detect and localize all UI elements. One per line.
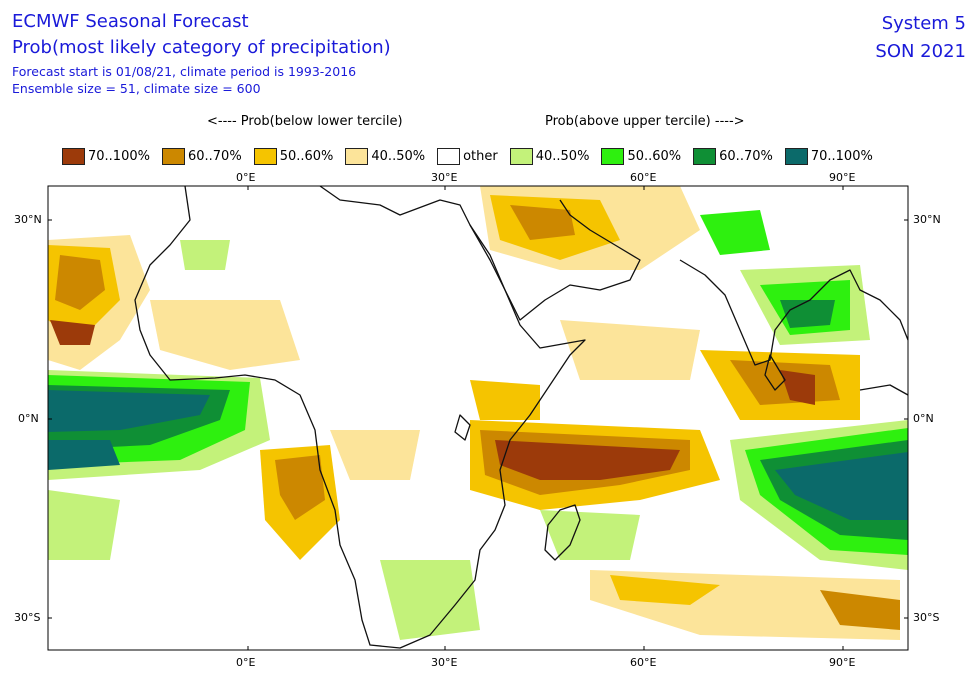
legend-label: 60..70% — [187, 148, 242, 164]
legend-item: 60..70% — [161, 147, 242, 165]
lon-tick-30-top: 30°E — [431, 171, 458, 184]
legend-swatch — [693, 147, 717, 165]
lon-tick-60-top: 60°E — [630, 171, 657, 184]
coastline — [679, 259, 909, 366]
color-legend: 70..100% 60..70% 50..60% 40..50% other 40..50… — [62, 145, 885, 167]
below-tercile-label: <---- Prob(below lower tercile) — [207, 114, 403, 129]
legend-label: 40..50% — [371, 148, 426, 164]
legend-swatch — [784, 147, 808, 165]
lon-tick-60-bottom: 60°E — [630, 656, 657, 669]
legend-label: 50..60% — [279, 148, 334, 164]
system-label: System 5 — [881, 13, 966, 34]
above-tercile-region — [700, 210, 770, 255]
map-subtitle: Prob(most likely category of precipitati… — [12, 37, 391, 58]
legend-label: 70..100% — [88, 148, 150, 164]
below-tercile-region — [610, 575, 720, 605]
lat-tick-0n-right: 0°N — [913, 412, 934, 425]
legend-item: 40..50% — [345, 147, 426, 165]
legend-label: 50..60% — [627, 148, 682, 164]
lon-tick-0-top: 0°E — [236, 171, 256, 184]
legend-swatch — [437, 147, 461, 165]
above-tercile-region — [48, 490, 120, 560]
below-tercile-region — [275, 455, 325, 520]
probability-fields — [48, 186, 908, 640]
legend-swatch — [345, 147, 369, 165]
below-tercile-region — [820, 590, 900, 630]
below-tercile-region — [495, 440, 680, 480]
header-left: ECMWF Seasonal Forecast Prob(most likely… — [12, 10, 391, 97]
legend-item: other — [437, 147, 498, 165]
header-right: System 5 SON 2021 — [875, 10, 966, 66]
coastline — [469, 199, 641, 321]
legend-item: 70..100% — [784, 147, 873, 165]
below-tercile-region — [560, 320, 700, 380]
below-tercile-region — [510, 205, 575, 240]
forecast-info: Forecast start is 01/08/21, climate peri… — [12, 64, 357, 79]
above-tercile-region — [380, 560, 480, 640]
legend-label: other — [463, 148, 498, 164]
above-tercile-region — [48, 440, 120, 470]
above-tercile-label: Prob(above upper tercile) ----> — [545, 114, 745, 129]
above-tercile-region — [540, 510, 640, 560]
axis-ticks — [48, 186, 908, 650]
lat-tick-30n-right: 30°N — [913, 213, 941, 226]
lon-tick-90-top: 90°E — [829, 171, 856, 184]
legend-swatch — [253, 147, 277, 165]
above-tercile-region — [180, 240, 230, 270]
legend-item: 50..60% — [253, 147, 334, 165]
ensemble-info: Ensemble size = 51, climate size = 600 — [12, 81, 261, 96]
coastline — [134, 185, 586, 649]
season-label: SON 2021 — [875, 41, 966, 62]
legend-item: 50..60% — [601, 147, 682, 165]
below-tercile-region — [55, 255, 105, 310]
below-tercile-region — [470, 380, 540, 420]
lat-tick-30s-left: 30°S — [14, 611, 41, 624]
above-tercile-region — [780, 300, 835, 328]
legend-item: 70..100% — [62, 147, 150, 165]
legend-swatch — [601, 147, 625, 165]
coastline — [764, 354, 786, 391]
legend-swatch — [161, 147, 185, 165]
above-tercile-region — [775, 452, 908, 520]
lon-tick-0-bottom: 0°E — [236, 656, 256, 669]
legend-item: 60..70% — [693, 147, 773, 165]
legend-groups: <---- Prob(below lower tercile) Prob(abo… — [0, 114, 980, 134]
legend-label: 70..100% — [810, 148, 873, 164]
legend-item: 40..50% — [509, 147, 590, 165]
coastline — [544, 504, 581, 561]
below-tercile-region — [780, 370, 815, 405]
above-tercile-region — [48, 390, 210, 432]
lat-tick-30s-right: 30°S — [913, 611, 940, 624]
legend-label: 60..70% — [719, 148, 773, 164]
below-tercile-region — [330, 430, 420, 480]
map-title: ECMWF Seasonal Forecast — [12, 11, 249, 32]
below-tercile-region — [150, 300, 300, 370]
map-frame — [47, 185, 909, 651]
lon-tick-30-bottom: 30°E — [431, 656, 458, 669]
lat-tick-30n-left: 30°N — [14, 213, 42, 226]
coastline — [859, 384, 909, 396]
legend-swatch — [62, 147, 85, 165]
coastlines — [134, 185, 909, 649]
legend-swatch — [509, 147, 533, 165]
lon-tick-90-bottom: 90°E — [829, 656, 856, 669]
below-tercile-region — [50, 320, 95, 345]
legend-label: 40..50% — [535, 148, 590, 164]
lat-tick-0n-left: 0°N — [18, 412, 39, 425]
coastline — [454, 414, 471, 441]
